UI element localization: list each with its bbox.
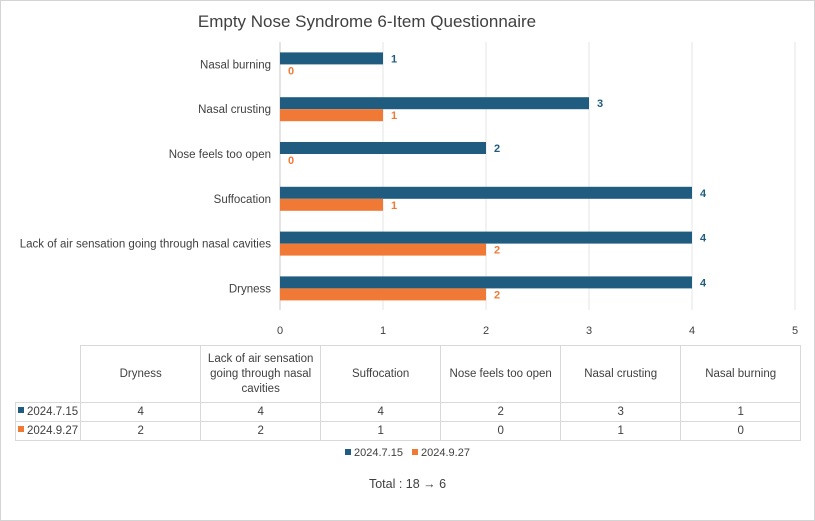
data-label: 1 bbox=[391, 200, 397, 212]
legend-label: 2024.9.27 bbox=[421, 447, 470, 459]
legend-label: 2024.7.15 bbox=[354, 447, 403, 459]
bar bbox=[280, 142, 486, 154]
legend-swatch-icon bbox=[345, 449, 352, 456]
legend-item: 2024.9.27 bbox=[412, 447, 470, 459]
bar bbox=[280, 52, 383, 65]
bar bbox=[280, 288, 486, 301]
bars: 4 2 4 2 4 1 2 0 3 1 1 0 bbox=[280, 52, 707, 301]
table-cell: 1 bbox=[320, 421, 442, 441]
legend-swatch-icon bbox=[412, 449, 419, 456]
table-row: 2024.7.15 4 4 4 2 3 1 bbox=[14, 402, 802, 422]
gridlines bbox=[279, 42, 796, 310]
table-cell: 4 bbox=[200, 402, 322, 422]
chart-title: Empty Nose Syndrome 6-Item Questionnaire bbox=[198, 12, 536, 31]
bar bbox=[280, 97, 589, 110]
data-label: 4 bbox=[700, 277, 707, 289]
legend: 2024.7.15 2024.9.27 bbox=[0, 447, 815, 459]
data-label: 2 bbox=[494, 245, 500, 257]
x-tick-label: 1 bbox=[380, 325, 386, 337]
table-row-header: 2024.7.15 bbox=[14, 402, 82, 422]
table-row-label: 2024.9.27 bbox=[27, 424, 79, 437]
table-corner bbox=[15, 345, 82, 403]
data-label: 1 bbox=[391, 110, 397, 122]
table-header-cell: Nose feels too open bbox=[440, 345, 562, 403]
table-cell: 4 bbox=[320, 402, 442, 422]
bar bbox=[280, 109, 383, 122]
table-header-cell: Dryness bbox=[80, 345, 202, 403]
category-label: Lack of air sensation going through nasa… bbox=[20, 239, 271, 251]
category-label: Nose feels too open bbox=[169, 149, 271, 161]
category-label: Dryness bbox=[229, 283, 271, 295]
series-swatch-icon bbox=[18, 407, 24, 414]
x-axis-ticks: 0 1 2 3 4 5 bbox=[277, 325, 798, 337]
data-label: 2 bbox=[494, 143, 500, 155]
table-row-header: 2024.9.27 bbox=[14, 421, 82, 441]
data-label: 0 bbox=[288, 155, 294, 167]
category-label: Nasal burning bbox=[200, 59, 271, 71]
table-cell: 2 bbox=[80, 421, 202, 441]
category-label: Nasal crusting bbox=[198, 104, 271, 116]
table-header-cell: Suffocation bbox=[320, 345, 442, 403]
series-swatch-icon bbox=[18, 426, 24, 433]
bar bbox=[280, 186, 692, 199]
table-header-cell: Lack of air sensation going through nasa… bbox=[200, 345, 322, 403]
data-label: 4 bbox=[700, 188, 707, 200]
data-label: 0 bbox=[288, 65, 294, 77]
x-tick-label: 4 bbox=[689, 325, 695, 337]
table-cell: 1 bbox=[560, 421, 682, 441]
table-header-cell: Nasal burning bbox=[680, 345, 802, 403]
table-header-row: Dryness Lack of air sensation going thro… bbox=[15, 345, 802, 403]
x-tick-label: 5 bbox=[792, 325, 798, 337]
x-tick-label: 2 bbox=[483, 325, 489, 337]
table-cell: 0 bbox=[440, 421, 562, 441]
legend-item: 2024.7.15 bbox=[345, 447, 403, 459]
total-summary: Total : 18 → 6 bbox=[368, 477, 447, 491]
x-tick-label: 3 bbox=[586, 325, 592, 337]
data-table: Dryness Lack of air sensation going thro… bbox=[14, 345, 802, 441]
table-row-label: 2024.7.15 bbox=[27, 405, 79, 418]
category-label: Suffocation bbox=[214, 194, 271, 206]
bar bbox=[280, 276, 692, 289]
bar bbox=[280, 243, 486, 256]
data-label: 2 bbox=[494, 289, 500, 301]
table-cell: 2 bbox=[200, 421, 322, 441]
chart: Empty Nose Syndrome 6-Item Questionnaire… bbox=[20, 12, 798, 337]
bar bbox=[280, 231, 692, 244]
category-labels: Dryness Lack of air sensation going throu… bbox=[20, 59, 271, 295]
table-cell: 3 bbox=[560, 402, 682, 422]
data-label: 3 bbox=[597, 98, 603, 110]
x-tick-label: 0 bbox=[277, 325, 283, 337]
bar bbox=[280, 198, 383, 211]
table-cell: 1 bbox=[680, 402, 802, 422]
data-label: 4 bbox=[700, 233, 707, 245]
table-header-cell: Nasal crusting bbox=[560, 345, 682, 403]
table-cell: 0 bbox=[680, 421, 802, 441]
table-cell: 2 bbox=[440, 402, 562, 422]
table-cell: 4 bbox=[80, 402, 202, 422]
table-row: 2024.9.27 2 2 1 0 1 0 bbox=[14, 421, 802, 441]
data-label: 1 bbox=[391, 53, 397, 65]
